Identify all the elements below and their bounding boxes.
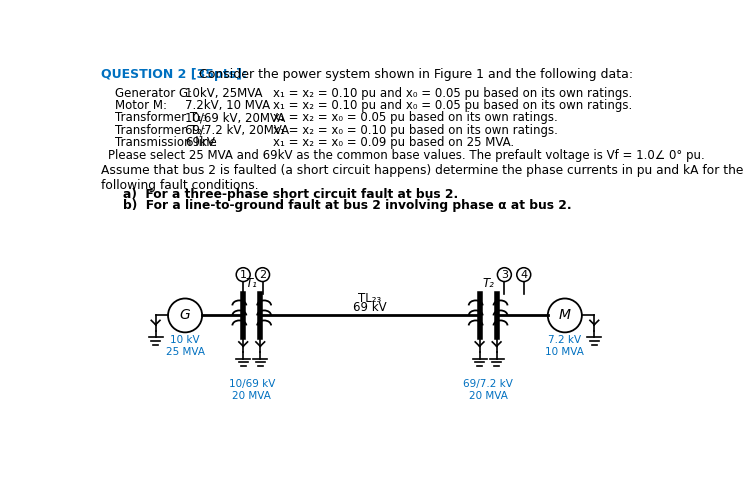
Text: Transformer T₁:: Transformer T₁: — [115, 112, 206, 125]
Text: T₂: T₂ — [482, 277, 494, 290]
Text: 1: 1 — [240, 270, 246, 280]
Text: Generator G:: Generator G: — [115, 87, 192, 100]
Text: 7.2 kV
10 MVA: 7.2 kV 10 MVA — [545, 335, 584, 357]
Text: Motor M:: Motor M: — [115, 99, 167, 112]
Text: 10kV, 25MVA: 10kV, 25MVA — [185, 87, 263, 100]
Text: Transmission line: Transmission line — [115, 136, 217, 149]
Text: 10 kV
25 MVA: 10 kV 25 MVA — [166, 335, 204, 357]
Text: Consider the power system shown in Figure 1 and the following data:: Consider the power system shown in Figur… — [195, 68, 633, 81]
Text: x₁ = x₂ = x₀ = 0.10 pu based on its own ratings.: x₁ = x₂ = x₀ = 0.10 pu based on its own … — [273, 124, 558, 137]
Text: 7.2kV, 10 MVA: 7.2kV, 10 MVA — [185, 99, 270, 112]
Text: x₁ = x₂ = x₀ = 0.09 pu based on 25 MVA.: x₁ = x₂ = x₀ = 0.09 pu based on 25 MVA. — [273, 136, 515, 149]
Text: x₁ = x₂ = 0.10 pu and x₀ = 0.05 pu based on its own ratings.: x₁ = x₂ = 0.10 pu and x₀ = 0.05 pu based… — [273, 99, 633, 112]
Text: 69/7.2 kV, 20MVA: 69/7.2 kV, 20MVA — [185, 124, 289, 137]
Text: QUESTION 2 [35pts]:: QUESTION 2 [35pts]: — [101, 68, 247, 81]
Text: x₁ = x₂ = x₀ = 0.05 pu based on its own ratings.: x₁ = x₂ = x₀ = 0.05 pu based on its own … — [273, 112, 558, 125]
Text: b)  For a line-to-ground fault at bus 2 involving phase α at bus 2.: b) For a line-to-ground fault at bus 2 i… — [123, 199, 571, 212]
Text: 2: 2 — [259, 270, 266, 280]
Text: Please select 25 MVA and 69kV as the common base values. The prefault voltage is: Please select 25 MVA and 69kV as the com… — [108, 149, 704, 162]
Text: 4: 4 — [521, 270, 527, 280]
Text: 3: 3 — [501, 270, 508, 280]
Text: G: G — [180, 308, 190, 322]
Text: 10/69 kV, 20MVA: 10/69 kV, 20MVA — [185, 112, 285, 125]
Text: x₁ = x₂ = 0.10 pu and x₀ = 0.05 pu based on its own ratings.: x₁ = x₂ = 0.10 pu and x₀ = 0.05 pu based… — [273, 87, 633, 100]
Text: Assume that bus 2 is faulted (a short circuit happens) determine the phase curre: Assume that bus 2 is faulted (a short ci… — [101, 164, 744, 192]
Text: Transformer T₂:: Transformer T₂: — [115, 124, 206, 137]
Text: T₁: T₁ — [246, 277, 258, 290]
Text: a)  For a three-phase short circuit fault at bus 2.: a) For a three-phase short circuit fault… — [123, 188, 458, 201]
Text: 10/69 kV
20 MVA: 10/69 kV 20 MVA — [228, 379, 275, 401]
Text: 69kV.: 69kV. — [185, 136, 217, 149]
Text: 69 kV: 69 kV — [353, 301, 386, 314]
Text: 69/7.2 kV
20 MVA: 69/7.2 kV 20 MVA — [463, 379, 513, 401]
Text: M: M — [559, 308, 571, 322]
Text: TL₂₃: TL₂₃ — [358, 292, 381, 305]
